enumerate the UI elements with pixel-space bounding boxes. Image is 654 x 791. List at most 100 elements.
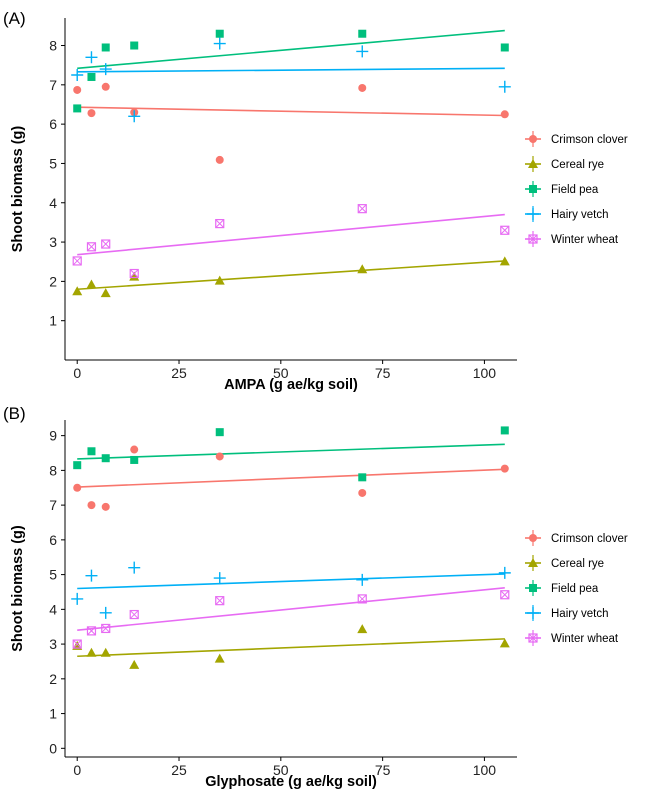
x-tick-label: 75 [375, 365, 391, 381]
point-cereal-rye [499, 638, 510, 648]
point-field-pea [87, 447, 96, 456]
panel-label: (B) [3, 404, 26, 423]
legend-label: Field pea [551, 583, 599, 595]
point-winter-wheat [215, 218, 225, 229]
legend-item-winter-wheat: Winter wheat [525, 630, 619, 646]
point-hairy-vetch [356, 45, 369, 58]
point-hairy-vetch [99, 63, 112, 76]
point-cereal-rye [357, 264, 368, 274]
point-hairy-vetch [71, 69, 84, 81]
point-hairy-vetch [213, 37, 226, 50]
point-winter-wheat [215, 596, 225, 606]
point-winter-wheat [86, 626, 97, 636]
legend-item-hairy-vetch: Hairy vetch [525, 605, 609, 621]
point-crimson-clover [87, 109, 96, 118]
y-tick-label: 2 [49, 671, 57, 687]
point-field-pea [358, 473, 367, 482]
point-hairy-vetch [85, 51, 98, 64]
y-tick-label: 5 [49, 567, 57, 583]
point-crimson-clover [500, 110, 509, 119]
point-winter-wheat [101, 623, 111, 634]
legend-item-cereal-rye: Cereal rye [525, 555, 604, 571]
y-tick-label: 5 [49, 155, 57, 171]
y-tick-label: 6 [49, 532, 57, 548]
series-winter-wheat [72, 590, 510, 649]
fit-line-cereal-rye [77, 260, 505, 291]
y-tick-label: 4 [49, 195, 57, 211]
point-cereal-rye [100, 647, 111, 657]
y-tick-label: 1 [49, 706, 57, 722]
point-winter-wheat [357, 594, 367, 604]
legend-label: Hairy vetch [551, 608, 609, 620]
series-crimson-clover [73, 82, 509, 164]
x-tick-label: 50 [273, 365, 289, 381]
chart-panel-b: (B) 0 1 2 3 4 5 6 7 8 9 0 25 50 75 100 Glyphosate (g ae/… [3, 404, 628, 790]
point-field-pea [215, 428, 224, 437]
series-hairy-vetch [71, 37, 511, 123]
legend: Crimson clover Cereal rye Field pea Hairy v… [525, 131, 628, 247]
legend-marker [529, 584, 537, 592]
point-crimson-clover [87, 501, 96, 510]
legend-label: Cereal rye [551, 159, 604, 171]
point-crimson-clover [358, 83, 367, 92]
legend-label: Field pea [551, 184, 599, 196]
fit-line-hairy-vetch [77, 67, 505, 73]
point-cereal-rye [72, 286, 83, 296]
x-tick-label: 75 [375, 762, 391, 778]
chart-panel-a: (A) 1 2 3 4 5 6 7 8 0 25 50 75 100 AMPA (g ae/kg soil)… [3, 9, 628, 393]
legend-marker [529, 185, 537, 193]
point-crimson-clover [101, 502, 110, 511]
y-tick-label: 7 [49, 497, 57, 513]
point-winter-wheat [129, 609, 139, 620]
point-crimson-clover [215, 452, 224, 461]
legend-item-cereal-rye: Cereal rye [525, 156, 604, 172]
point-winter-wheat [500, 225, 510, 235]
legend-marker [527, 208, 539, 220]
point-hairy-vetch [128, 561, 141, 574]
legend-marker [528, 234, 538, 244]
point-crimson-clover [358, 488, 367, 497]
y-axis-title: Shoot biomass (g) [10, 126, 26, 253]
legend-item-field-pea: Field pea [525, 580, 599, 596]
fit-line-winter-wheat [77, 213, 505, 256]
fit-line-crimson-clover [77, 468, 505, 488]
legend-item-crimson-clover: Crimson clover [525, 131, 628, 147]
legend-marker [529, 534, 537, 542]
x-tick-label: 25 [171, 365, 187, 381]
y-tick-label: 1 [49, 313, 57, 329]
point-field-pea [500, 426, 509, 435]
x-tick-label: 0 [73, 762, 81, 778]
point-winter-wheat [357, 204, 367, 214]
y-tick-label: 0 [49, 740, 57, 756]
point-hairy-vetch [85, 569, 98, 582]
x-tick-label: 100 [473, 762, 497, 778]
point-hairy-vetch [498, 566, 511, 579]
point-field-pea [215, 29, 224, 38]
point-crimson-clover [73, 85, 82, 94]
legend-item-winter-wheat: Winter wheat [525, 231, 619, 247]
point-winter-wheat [500, 590, 510, 600]
fit-line-cereal-rye [77, 638, 505, 658]
legend-label: Winter wheat [551, 633, 619, 645]
point-hairy-vetch [356, 573, 369, 586]
point-cereal-rye [214, 653, 225, 663]
y-tick-label: 4 [49, 601, 57, 617]
legend: Crimson clover Cereal rye Field pea Hairy v… [525, 530, 628, 646]
x-tick-label: 0 [73, 365, 81, 381]
x-axis-title: AMPA (g ae/kg soil) [224, 377, 358, 393]
legend-label: Hairy vetch [551, 209, 609, 221]
legend-marker [527, 607, 539, 619]
fit-line-hairy-vetch [77, 573, 505, 590]
legend-item-hairy-vetch: Hairy vetch [525, 206, 609, 222]
point-cereal-rye [214, 275, 225, 285]
legend-label: Crimson clover [551, 533, 628, 545]
point-field-pea [87, 72, 96, 81]
point-field-pea [101, 43, 110, 52]
point-winter-wheat [72, 256, 82, 266]
point-field-pea [500, 43, 509, 52]
legend-marker [528, 159, 538, 168]
series-field-pea [73, 426, 509, 482]
series-crimson-clover [73, 445, 509, 511]
fit-line-field-pea [77, 29, 505, 70]
